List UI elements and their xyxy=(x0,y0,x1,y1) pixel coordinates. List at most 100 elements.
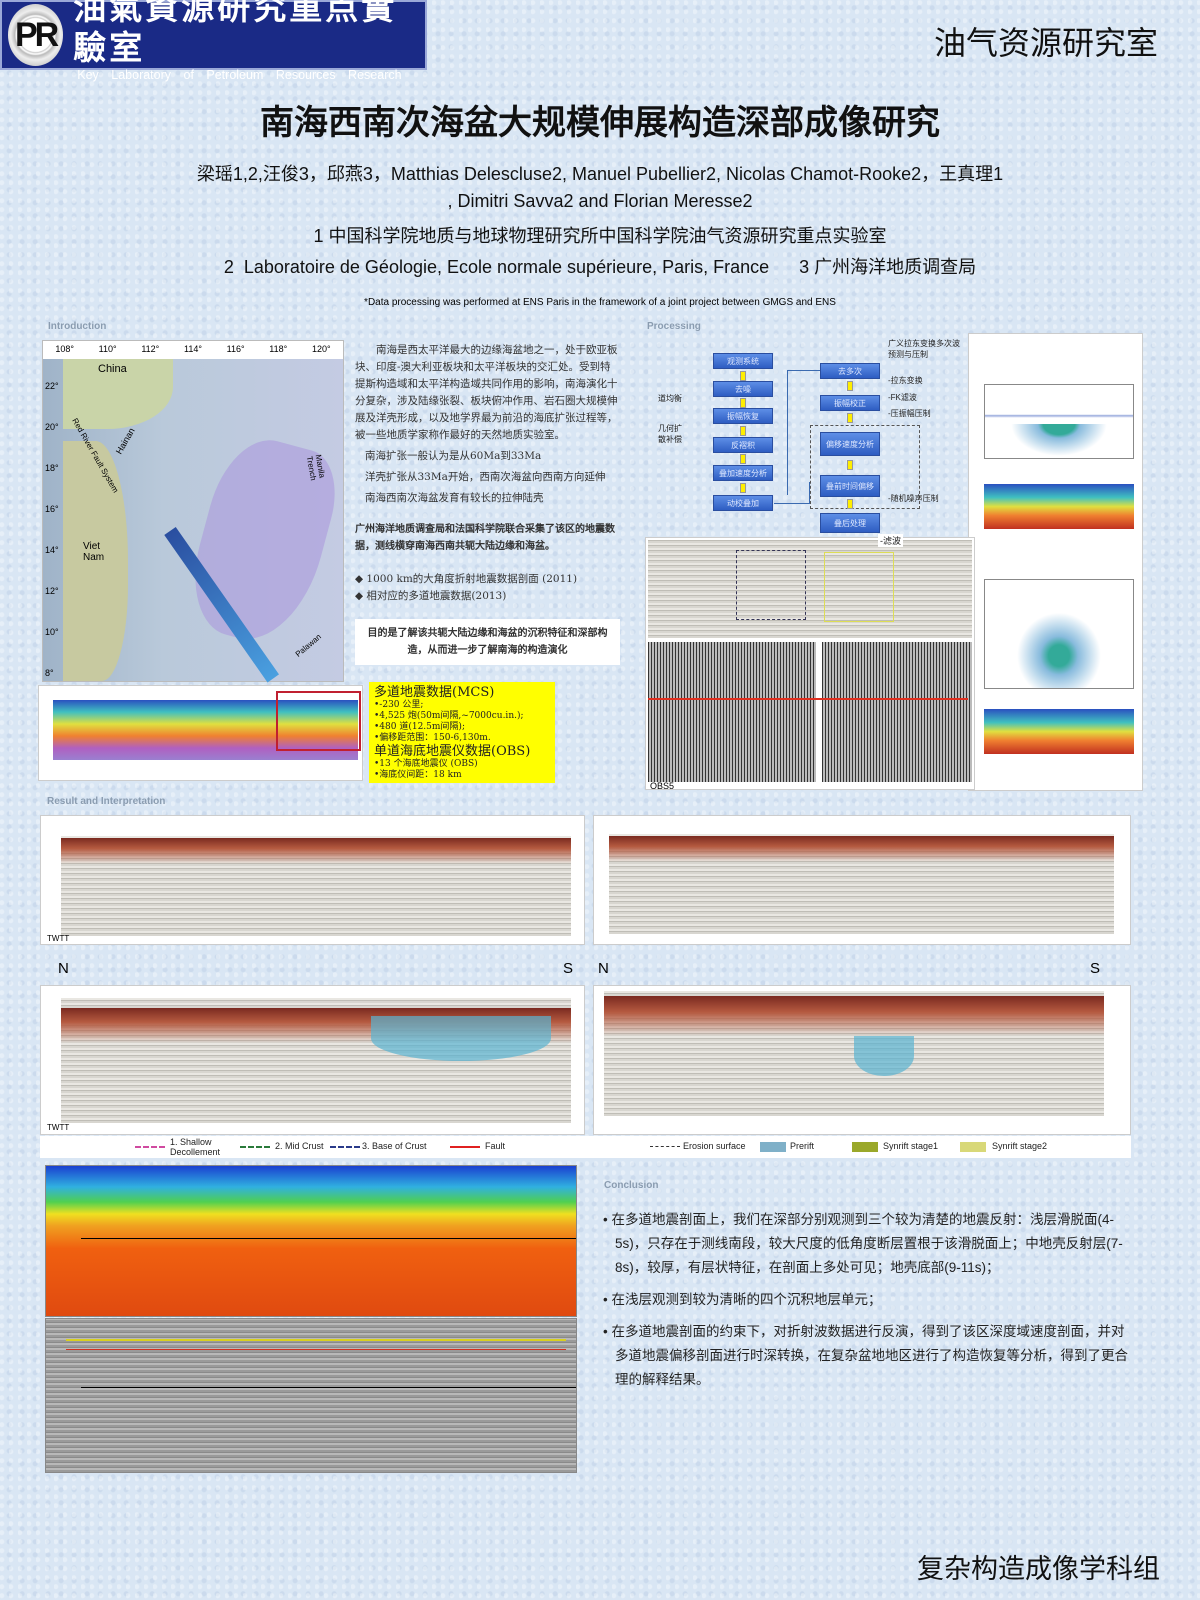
flow-step: 叠后处理 xyxy=(820,513,880,533)
lon-tick: 116° xyxy=(226,344,245,354)
north-label: N xyxy=(58,960,69,977)
poster-title: 南海西南次海盆大规模伸展构造深部成像研究 xyxy=(260,104,940,142)
depth-converted-seismic xyxy=(45,1318,577,1473)
conclusion-item: • 在多道地震剖面上，我们在深部分别观测到三个较为清楚的地震反射：浅层滑脱面(4… xyxy=(603,1212,1123,1275)
mcs-item: •480 道(12.5m间隔); xyxy=(374,722,465,732)
legend-label: 3. Base of Crust xyxy=(362,1141,427,1151)
lon-tick: 118° xyxy=(269,344,288,354)
section-results: Result and Interpretation xyxy=(47,796,166,807)
footer-group: 复杂构造成像学科组 xyxy=(917,1554,1160,1584)
legend-label: Erosion surface xyxy=(683,1141,746,1151)
goal-box: 目的是了解该共轭大陆边缘和海盆的沉积特征和深部构造，从而进一步了解南海的构造演化 xyxy=(355,619,620,665)
lon-tick: 110° xyxy=(98,344,117,354)
conclusion-item: • 在浅层观测到较为清晰的四个沉积地层单元； xyxy=(603,1292,882,1307)
conclusion-list: • 在多道地震剖面上，我们在深部分别观测到三个较为清楚的地震反射：浅层滑脱面(4… xyxy=(603,1208,1133,1400)
authors-line-2: , Dimitri Savva2 and Florian Meresse2 xyxy=(447,191,753,211)
processing-flowchart: 观测系统 去噪 振幅恢复 反褶积 叠加速度分析 动校叠加 去多次 振幅校正 偏移… xyxy=(650,335,970,547)
seismic-profile-4 xyxy=(593,985,1131,1135)
seismic-profile-1: TWTT xyxy=(40,815,585,945)
flow-step: 去噪 xyxy=(713,381,773,397)
flow-note: -FK滤波 xyxy=(888,393,917,402)
flow-note: -随机噪声压制 xyxy=(888,494,939,503)
acquisition-box: 多道地震数据(MCS) •-230 公里; •4,525 炮(50m间隔,~700… xyxy=(369,682,555,783)
survey-text: 广州海洋地质调查局和法国科学院联合采集了该区的地震数据，测线横穿南海西南共轭大陆… xyxy=(355,524,615,552)
intro-paragraph: 南海是西太平洋最大的边缘海盆地之一，处于欧亚板块、印度-澳大利亚板块和太平洋板块… xyxy=(355,344,618,441)
data-note: *Data processing was performed at ENS Pa… xyxy=(364,297,836,308)
legend-label: Prerift xyxy=(790,1141,815,1151)
map-label: Viet Nam xyxy=(83,541,105,563)
logo-en: Key Laboratory of Petroleum Resources Re… xyxy=(77,68,402,82)
data-item: 1000 km的大角度折射地震数据剖面 (2011) xyxy=(366,573,578,585)
section-conclusion: Conclusion xyxy=(604,1180,659,1191)
flow-note: 几何扩散补偿 xyxy=(658,424,682,444)
flow-step: 偏移速度分析 xyxy=(820,432,880,456)
flow-note: -拉东变换 xyxy=(888,376,923,385)
south-label: S xyxy=(563,960,574,977)
obs-ray-panels xyxy=(968,333,1143,791)
velocity-profile-small xyxy=(38,685,363,781)
conclusion-text: 在多道地震剖面的约束下，对折射波数据进行反演，得到了该区深度域速度剖面，并对多道… xyxy=(611,1324,1128,1387)
flow-step: 叠加速度分析 xyxy=(713,465,773,481)
lat-tick: 10° xyxy=(45,627,59,637)
conclusion-text: 在浅层观测到较为清晰的四个沉积地层单元； xyxy=(611,1292,882,1307)
lat-tick: 16° xyxy=(45,504,59,514)
legend-label: 2. Mid Crust xyxy=(275,1141,324,1151)
flow-step: 振幅校正 xyxy=(820,395,880,411)
lat-tick: 18° xyxy=(45,463,59,473)
vietnam-land xyxy=(63,441,128,681)
legend-label: Synrift stage1 xyxy=(883,1141,939,1151)
seismic-profile-3: TWTT xyxy=(40,985,585,1135)
mcs-title: 多道地震数据(MCS) xyxy=(374,685,495,700)
map-label: Palawan xyxy=(293,632,323,659)
lon-tick: 120° xyxy=(311,344,331,354)
flow-note: 广义拉东变换多次波预测与压制 xyxy=(888,339,960,359)
processing-seismic: OBS5 xyxy=(645,537,975,791)
introduction-text: 南海是西太平洋最大的边缘海盆地之一，处于欧亚板块、印度-澳大利亚板块和太平洋板块… xyxy=(355,342,620,665)
location-map: 108° 110° 112° 114° 116° 118° 120° 22° 20° 18° 16… xyxy=(42,340,347,683)
lat-tick: 12° xyxy=(45,586,59,596)
flow-note: -压振幅压制 xyxy=(888,409,931,418)
data-item: 相对应的多道地震数据(2013) xyxy=(366,590,507,602)
affiliation-2: 2 Laboratoire de Géologie, Ecole normale… xyxy=(223,257,977,277)
affiliation-1: 1 中国科学院地质与地球物理研究所中国科学院油气资源研究重点实验室 xyxy=(313,226,887,246)
flow-step: 去多次 xyxy=(820,363,880,379)
lat-tick: 22° xyxy=(45,381,59,391)
velocity-model xyxy=(45,1165,577,1317)
results-legend: 1. Shallow Decollement 2. Mid Crust 3. B… xyxy=(40,1136,1131,1158)
south-label: S xyxy=(1090,960,1101,977)
legend-label: 1. Shallow Decollement xyxy=(170,1137,221,1157)
flow-step: 叠前时间偏移 xyxy=(820,475,880,497)
lat-tick: 14° xyxy=(45,545,59,555)
conclusion-text: 在多道地震剖面上，我们在深部分别观测到三个较为清楚的地震反射：浅层滑脱面(4-5… xyxy=(611,1212,1123,1275)
intro-bullet: 南海西南次海盆发育有较长的拉伸陆壳 xyxy=(365,492,544,504)
flow-note: -滤波 xyxy=(878,534,903,547)
flow-step: 动校叠加 xyxy=(713,495,773,511)
obs-label: OBS5 xyxy=(650,781,675,791)
obs-item: •海底仪间距：18 km xyxy=(374,770,462,780)
lon-tick: 112° xyxy=(141,344,160,354)
authors-line-1: 梁瑶1,2,汪俊3，邱燕3，Matthias Delescluse2, Manu… xyxy=(196,164,1004,184)
obs-item: •13 个海底地震仪 (OBS) xyxy=(374,759,478,769)
lab-logo: PR 油氣資源研究重点實驗室 Key Laboratory of Petrole… xyxy=(0,0,427,82)
flow-step: 反褶积 xyxy=(713,437,773,453)
flow-step: 振幅恢复 xyxy=(713,408,773,424)
map-label: China xyxy=(98,363,127,375)
north-label: N xyxy=(598,960,609,977)
lon-tick: 114° xyxy=(183,344,202,354)
legend-label: Synrift stage2 xyxy=(992,1141,1048,1151)
lat-tick: 20° xyxy=(45,422,59,432)
legend-label: Fault xyxy=(485,1141,506,1151)
logo-cn: 油氣資源研究重点實驗室 xyxy=(73,0,398,67)
map-label: Hainan xyxy=(113,426,137,456)
flow-step: 观测系统 xyxy=(713,353,773,369)
conclusion-item: • 在多道地震剖面的约束下，对折射波数据进行反演，得到了该区深度域速度剖面，并对… xyxy=(603,1324,1128,1387)
department-title: 油气资源研究室 xyxy=(933,25,1158,61)
pr-logo-mark: PR xyxy=(8,4,64,66)
mcs-item: •偏移距范围：150-6,130m. xyxy=(374,733,491,743)
intro-bullet: 洋壳扩张从33Ma开始，西南次海盆向西南方向延伸 xyxy=(365,471,606,483)
mcs-item: •-230 公里; xyxy=(374,700,424,710)
mcs-item: •4,525 炮(50m间隔,~7000cu.in.); xyxy=(374,711,524,721)
twtt-label: TWTT xyxy=(47,1123,70,1132)
flow-note: 道均衡 xyxy=(658,394,682,403)
lon-tick: 108° xyxy=(55,344,74,354)
